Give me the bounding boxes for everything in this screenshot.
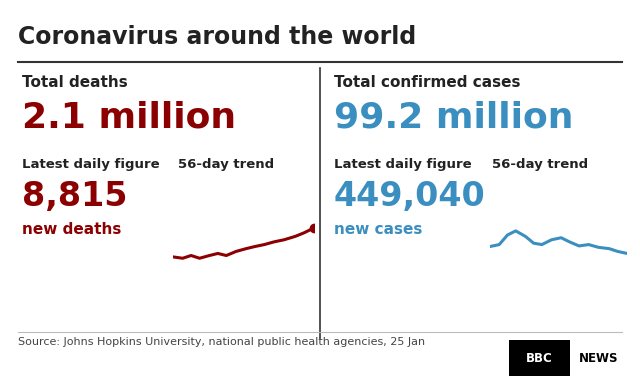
Text: Total confirmed cases: Total confirmed cases [334, 75, 520, 90]
Text: Coronavirus around the world: Coronavirus around the world [18, 25, 416, 49]
Text: 99.2 million: 99.2 million [334, 100, 573, 134]
Text: 56-day trend: 56-day trend [492, 158, 588, 171]
Text: 8,815: 8,815 [22, 180, 127, 213]
Text: Total deaths: Total deaths [22, 75, 128, 90]
Text: Source: Johns Hopkins University, national public health agencies, 25 Jan: Source: Johns Hopkins University, nation… [18, 337, 425, 347]
Text: new cases: new cases [334, 222, 422, 237]
Text: new deaths: new deaths [22, 222, 122, 237]
Bar [509, 340, 570, 376]
Text: NEWS: NEWS [579, 352, 618, 365]
Text: Latest daily figure: Latest daily figure [22, 158, 159, 171]
Text: 2.1 million: 2.1 million [22, 100, 236, 134]
Text: BBC: BBC [526, 352, 553, 365]
Text: Latest daily figure: Latest daily figure [334, 158, 472, 171]
Text: 56-day trend: 56-day trend [178, 158, 274, 171]
Text: 449,040: 449,040 [334, 180, 486, 213]
